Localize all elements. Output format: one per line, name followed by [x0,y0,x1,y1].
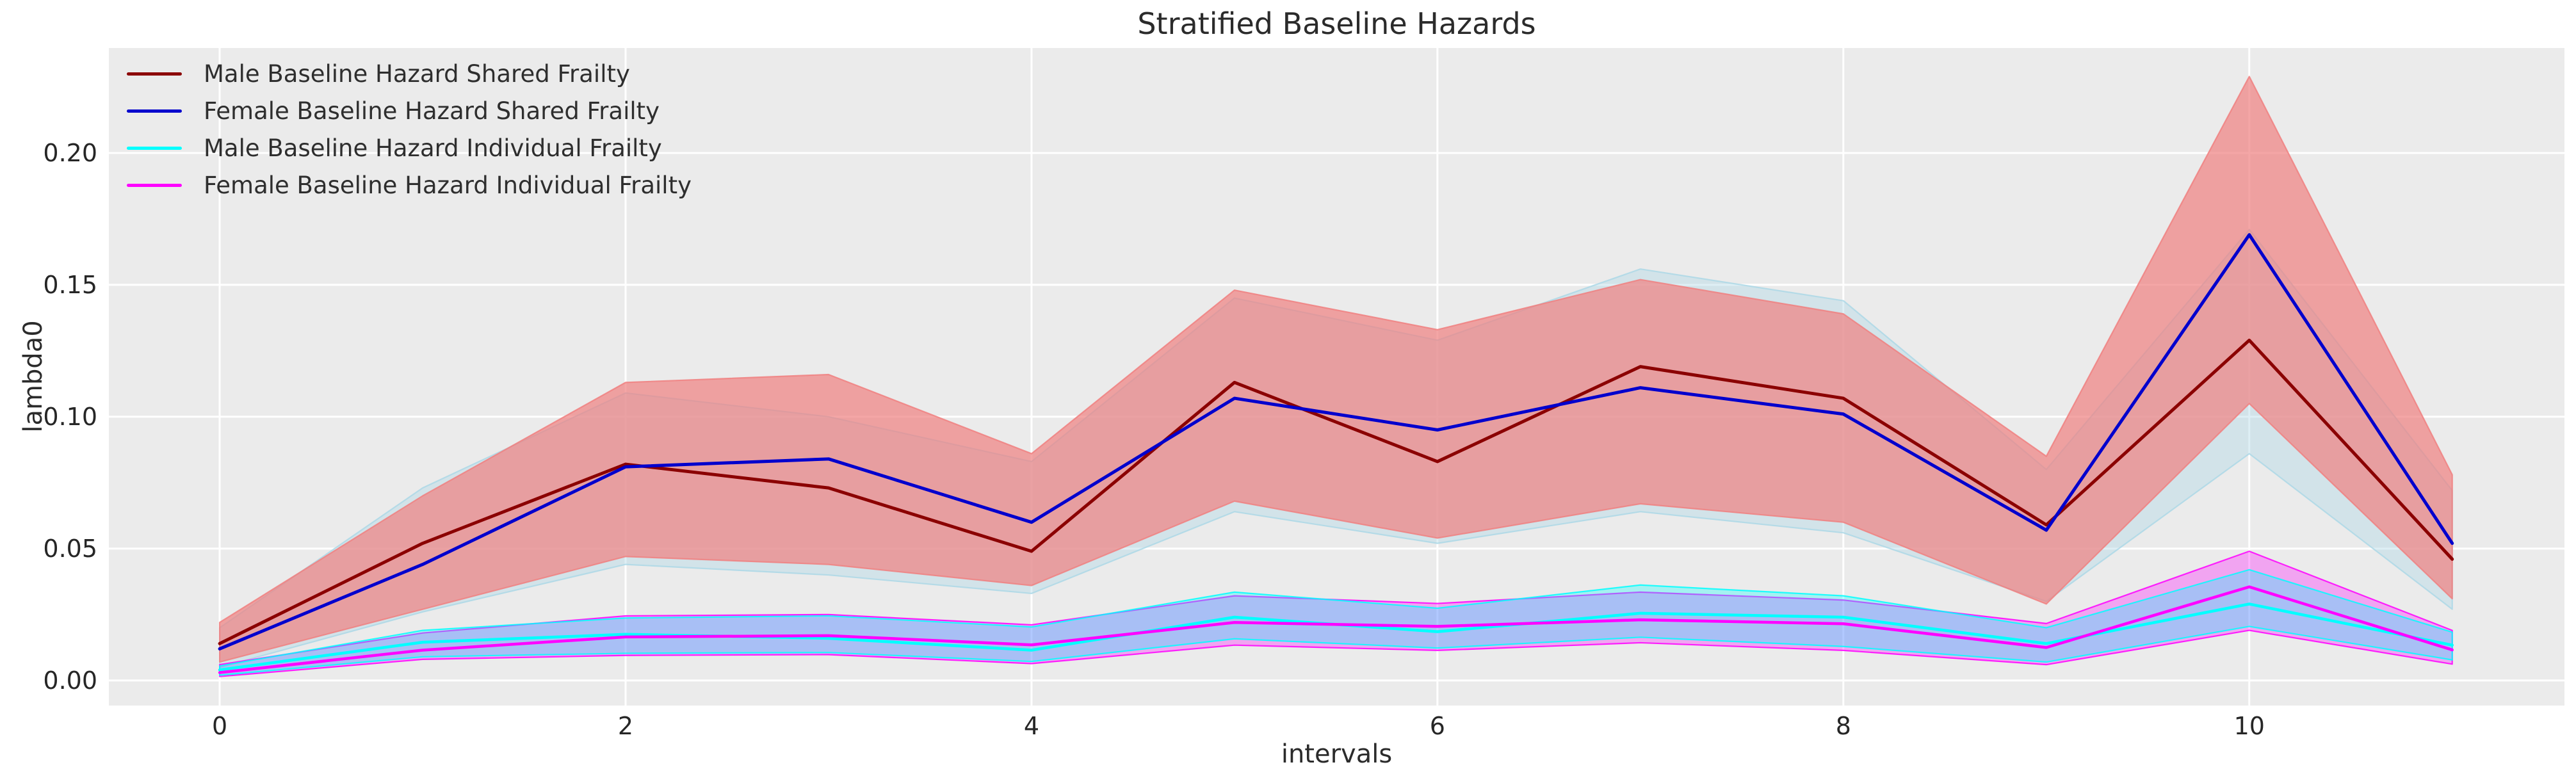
confidence-band [218,76,2453,663]
legend-line-swatch [127,109,182,113]
legend-item: Female Baseline Hazard Shared Frailty [127,97,692,125]
confidence-band [218,569,2453,676]
hazard-line [218,585,2454,674]
y-tick-label: 0.00 [43,666,97,695]
legend-line-swatch [127,147,182,150]
y-tick-label: 0.10 [43,403,97,431]
legend-line-swatch [127,72,182,76]
legend-item-label: Female Baseline Hazard Individual Frailt… [204,172,692,199]
legend-item-label: Male Baseline Hazard Individual Frailty [204,134,662,162]
legend-item-label: Male Baseline Hazard Shared Frailty [204,60,630,88]
y-axis-label: lambda0 [19,320,48,433]
x-axis-label: intervals [1281,739,1393,769]
y-tick-label: 0.05 [43,535,97,563]
x-tick-label: 6 [1430,712,1445,740]
x-tick-label: 0 [212,712,227,740]
x-tick-label: 2 [618,712,633,740]
confidence-band [218,550,2453,677]
chart-title: Stratified Baseline Hazards [1137,6,1536,41]
y-tick-label: 0.20 [43,139,97,167]
legend-item: Female Baseline Hazard Individual Frailt… [127,172,692,199]
x-tick-label: 8 [1836,712,1851,740]
y-tick-label: 0.15 [43,271,97,299]
legend-item-label: Female Baseline Hazard Shared Frailty [204,97,660,125]
hazard-line [218,233,2454,650]
legend-item: Male Baseline Hazard Individual Frailty [127,134,692,162]
hazard-line [218,338,2454,645]
legend: Male Baseline Hazard Shared Frailty Fema… [127,60,692,199]
legend-item: Male Baseline Hazard Shared Frailty [127,60,692,88]
legend-line-swatch [127,184,182,187]
x-tick-label: 4 [1024,712,1039,740]
x-tick-label: 10 [2234,712,2265,740]
